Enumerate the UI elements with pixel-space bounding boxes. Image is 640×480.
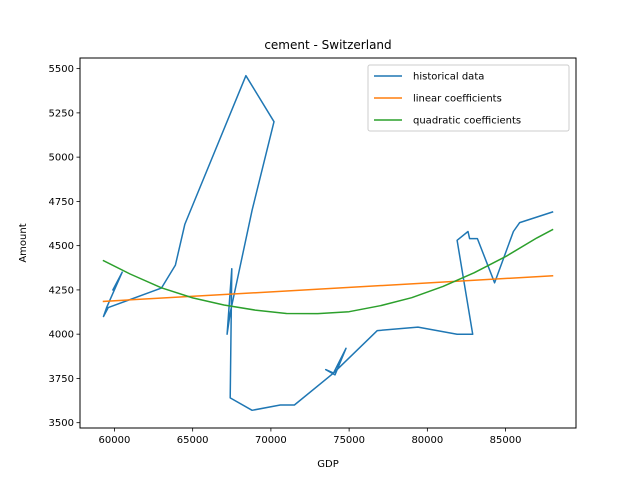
y-axis-label: Amount: [18, 223, 29, 262]
y-tick-label: 5500: [49, 64, 74, 75]
x-tick-label: 60000: [99, 435, 131, 446]
x-tick-label: 75000: [333, 435, 365, 446]
chart-title: cement - Switzerland: [264, 38, 391, 52]
y-tick-label: 4750: [49, 197, 74, 208]
y-tick-label: 3750: [49, 374, 74, 385]
x-tick-label: 70000: [255, 435, 287, 446]
y-tick-label: 5000: [49, 153, 74, 164]
y-tick-label: 4250: [49, 285, 74, 296]
y-tick-label: 3500: [49, 418, 74, 429]
legend-label-2: linear coefficients: [413, 94, 502, 105]
y-tick-label: 4500: [49, 241, 74, 252]
series-line-2: [102, 275, 554, 303]
x-axis-label: GDP: [317, 459, 338, 470]
x-tick-label: 65000: [177, 435, 209, 446]
legend-label-3: quadratic coefficients: [413, 116, 521, 127]
x-tick-label: 80000: [411, 435, 443, 446]
legend: historical data linear coefficients quadra…: [367, 64, 570, 132]
plot-area: [102, 74, 554, 412]
y-tick-label: 5250: [49, 108, 74, 119]
series-line-1: [102, 74, 554, 412]
x-axis: 60000 65000 70000 75000 80000 85000: [99, 428, 522, 446]
axes-frame: [79, 57, 577, 429]
x-tick-label: 85000: [490, 435, 522, 446]
series-line-3: [102, 228, 554, 315]
legend-label-1: historical data: [413, 72, 484, 83]
legend-box: [367, 64, 570, 132]
y-axis: 3500 3750 4000 4250 4500 4750 5000 5250 5500: [49, 64, 80, 429]
y-tick-label: 4000: [49, 330, 74, 341]
